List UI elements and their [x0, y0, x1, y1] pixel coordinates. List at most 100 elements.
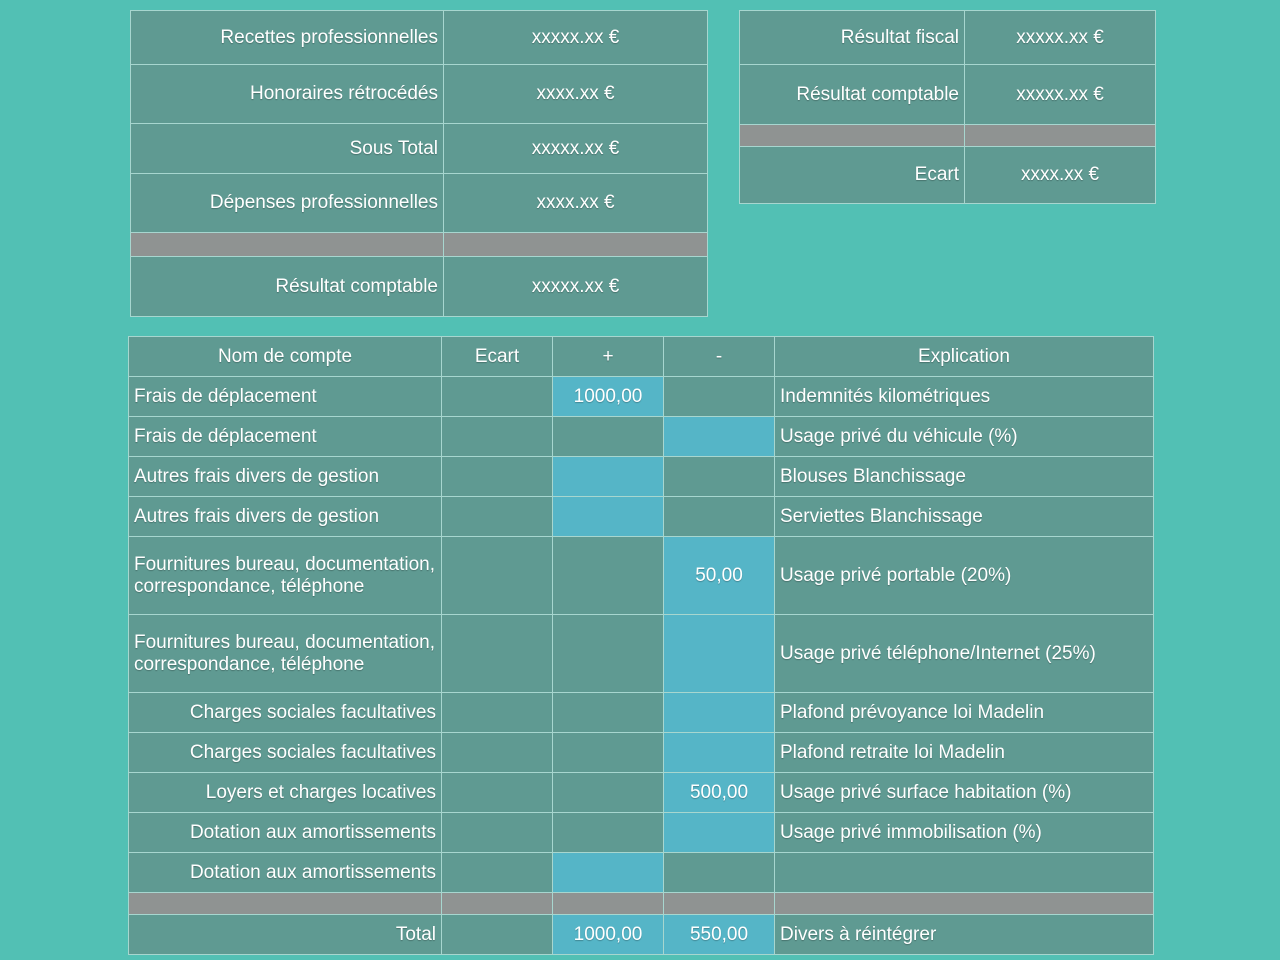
- row-label: Ecart: [739, 146, 965, 204]
- row-value-cell[interactable]: xxxx.xx €: [443, 173, 708, 233]
- minus-cell[interactable]: 500,00: [663, 772, 775, 813]
- table-row: Dépenses professionnelles xxxx.xx €: [130, 173, 708, 233]
- table-row: Charges sociales facultatives Plafond re…: [128, 732, 1154, 773]
- column-header-minus: -: [663, 336, 775, 377]
- plus-cell[interactable]: [552, 456, 664, 497]
- total-gap-cell: [441, 914, 553, 955]
- explanation-cell: Usage privé portable (20%): [774, 536, 1154, 615]
- column-header-explanation: Explication: [774, 336, 1154, 377]
- explanation-cell: Plafond prévoyance loi Madelin: [774, 692, 1154, 733]
- table-row: Résultat comptable xxxxx.xx €: [130, 256, 708, 317]
- plus-cell[interactable]: 1000,00: [552, 376, 664, 417]
- row-label: Résultat fiscal: [739, 10, 965, 65]
- row-value-cell[interactable]: xxxxx.xx €: [443, 256, 708, 317]
- gap-cell[interactable]: [441, 416, 553, 457]
- total-row: Total 1000,00 550,00 Divers à réintégrer: [128, 914, 1154, 955]
- row-label: Dépenses professionnelles: [130, 173, 444, 233]
- separator-row: [130, 232, 708, 257]
- row-label: Honoraires rétrocédés: [130, 64, 444, 124]
- row-label: Résultat comptable: [739, 64, 965, 125]
- minus-cell[interactable]: [663, 852, 775, 893]
- account-name-cell: Charges sociales facultatives: [128, 692, 442, 733]
- separator-cell: [443, 232, 708, 257]
- row-value-cell[interactable]: xxxx.xx €: [964, 146, 1156, 204]
- account-name-cell: Fournitures bureau, documentation, corre…: [128, 536, 442, 615]
- row-value-cell[interactable]: xxxxx.xx €: [443, 10, 708, 65]
- explanation-cell: Serviettes Blanchissage: [774, 496, 1154, 537]
- plus-cell[interactable]: [552, 614, 664, 693]
- gap-cell[interactable]: [441, 812, 553, 853]
- separator-cell: [739, 124, 965, 147]
- total-plus-cell: 1000,00: [552, 914, 664, 955]
- plus-cell[interactable]: [552, 732, 664, 773]
- table-row: Charges sociales facultatives Plafond pr…: [128, 692, 1154, 733]
- plus-cell[interactable]: [552, 416, 664, 457]
- total-label: Total: [128, 914, 442, 955]
- gap-cell[interactable]: [441, 536, 553, 615]
- separator-cell: [128, 892, 442, 915]
- plus-cell[interactable]: [552, 812, 664, 853]
- separator-cell: [552, 892, 664, 915]
- table-row: Dotation aux amortissements Usage privé …: [128, 812, 1154, 853]
- minus-cell[interactable]: [663, 456, 775, 497]
- plus-cell[interactable]: [552, 692, 664, 733]
- minus-cell[interactable]: [663, 496, 775, 537]
- gap-cell[interactable]: [441, 376, 553, 417]
- minus-cell[interactable]: 50,00: [663, 536, 775, 615]
- account-name-cell: Dotation aux amortissements: [128, 812, 442, 853]
- minus-cell[interactable]: [663, 692, 775, 733]
- gap-cell[interactable]: [441, 614, 553, 693]
- minus-cell[interactable]: [663, 614, 775, 693]
- separator-cell: [663, 892, 775, 915]
- account-name-cell: Autres frais divers de gestion: [128, 496, 442, 537]
- separator-cell: [130, 232, 444, 257]
- table-row: Résultat comptable xxxxx.xx €: [739, 64, 1156, 125]
- account-name-cell: Frais de déplacement: [128, 416, 442, 457]
- explanation-cell: Usage privé du véhicule (%): [774, 416, 1154, 457]
- separator-cell: [964, 124, 1156, 147]
- header-row: Nom de compte Ecart + - Explication: [128, 336, 1154, 377]
- row-value-cell[interactable]: xxxxx.xx €: [964, 64, 1156, 125]
- gap-cell[interactable]: [441, 852, 553, 893]
- minus-cell[interactable]: [663, 732, 775, 773]
- table-row: Sous Total xxxxx.xx €: [130, 123, 708, 174]
- separator-cell: [774, 892, 1154, 915]
- gap-cell[interactable]: [441, 456, 553, 497]
- account-name-cell: Autres frais divers de gestion: [128, 456, 442, 497]
- row-value-cell[interactable]: xxxx.xx €: [443, 64, 708, 124]
- column-header-plus: +: [552, 336, 664, 377]
- table-row: Dotation aux amortissements: [128, 852, 1154, 893]
- minus-cell[interactable]: [663, 416, 775, 457]
- row-label: Recettes professionnelles: [130, 10, 444, 65]
- plus-cell[interactable]: [552, 852, 664, 893]
- summary-table-right: Résultat fiscal xxxxx.xx € Résultat comp…: [739, 10, 1156, 204]
- table-row: Fournitures bureau, documentation, corre…: [128, 614, 1154, 693]
- accounts-table: Nom de compte Ecart + - Explication Frai…: [128, 336, 1154, 955]
- table-row: Frais de déplacement Usage privé du véhi…: [128, 416, 1154, 457]
- plus-cell[interactable]: [552, 496, 664, 537]
- table-row: Résultat fiscal xxxxx.xx €: [739, 10, 1156, 65]
- account-name-cell: Dotation aux amortissements: [128, 852, 442, 893]
- row-value-cell[interactable]: xxxxx.xx €: [964, 10, 1156, 65]
- table-row: Frais de déplacement 1000,00 Indemnités …: [128, 376, 1154, 417]
- gap-cell[interactable]: [441, 496, 553, 537]
- separator-cell: [441, 892, 553, 915]
- row-label: Résultat comptable: [130, 256, 444, 317]
- gap-cell[interactable]: [441, 772, 553, 813]
- gap-cell[interactable]: [441, 732, 553, 773]
- separator-row: [128, 892, 1154, 915]
- minus-cell[interactable]: [663, 376, 775, 417]
- column-header-account: Nom de compte: [128, 336, 442, 377]
- total-explanation-cell: Divers à réintégrer: [774, 914, 1154, 955]
- table-row: Honoraires rétrocédés xxxx.xx €: [130, 64, 708, 124]
- table-row: Autres frais divers de gestion Serviette…: [128, 496, 1154, 537]
- explanation-cell: Blouses Blanchissage: [774, 456, 1154, 497]
- account-name-cell: Loyers et charges locatives: [128, 772, 442, 813]
- explanation-cell: Plafond retraite loi Madelin: [774, 732, 1154, 773]
- table-row: Fournitures bureau, documentation, corre…: [128, 536, 1154, 615]
- row-value-cell[interactable]: xxxxx.xx €: [443, 123, 708, 174]
- plus-cell[interactable]: [552, 772, 664, 813]
- gap-cell[interactable]: [441, 692, 553, 733]
- minus-cell[interactable]: [663, 812, 775, 853]
- plus-cell[interactable]: [552, 536, 664, 615]
